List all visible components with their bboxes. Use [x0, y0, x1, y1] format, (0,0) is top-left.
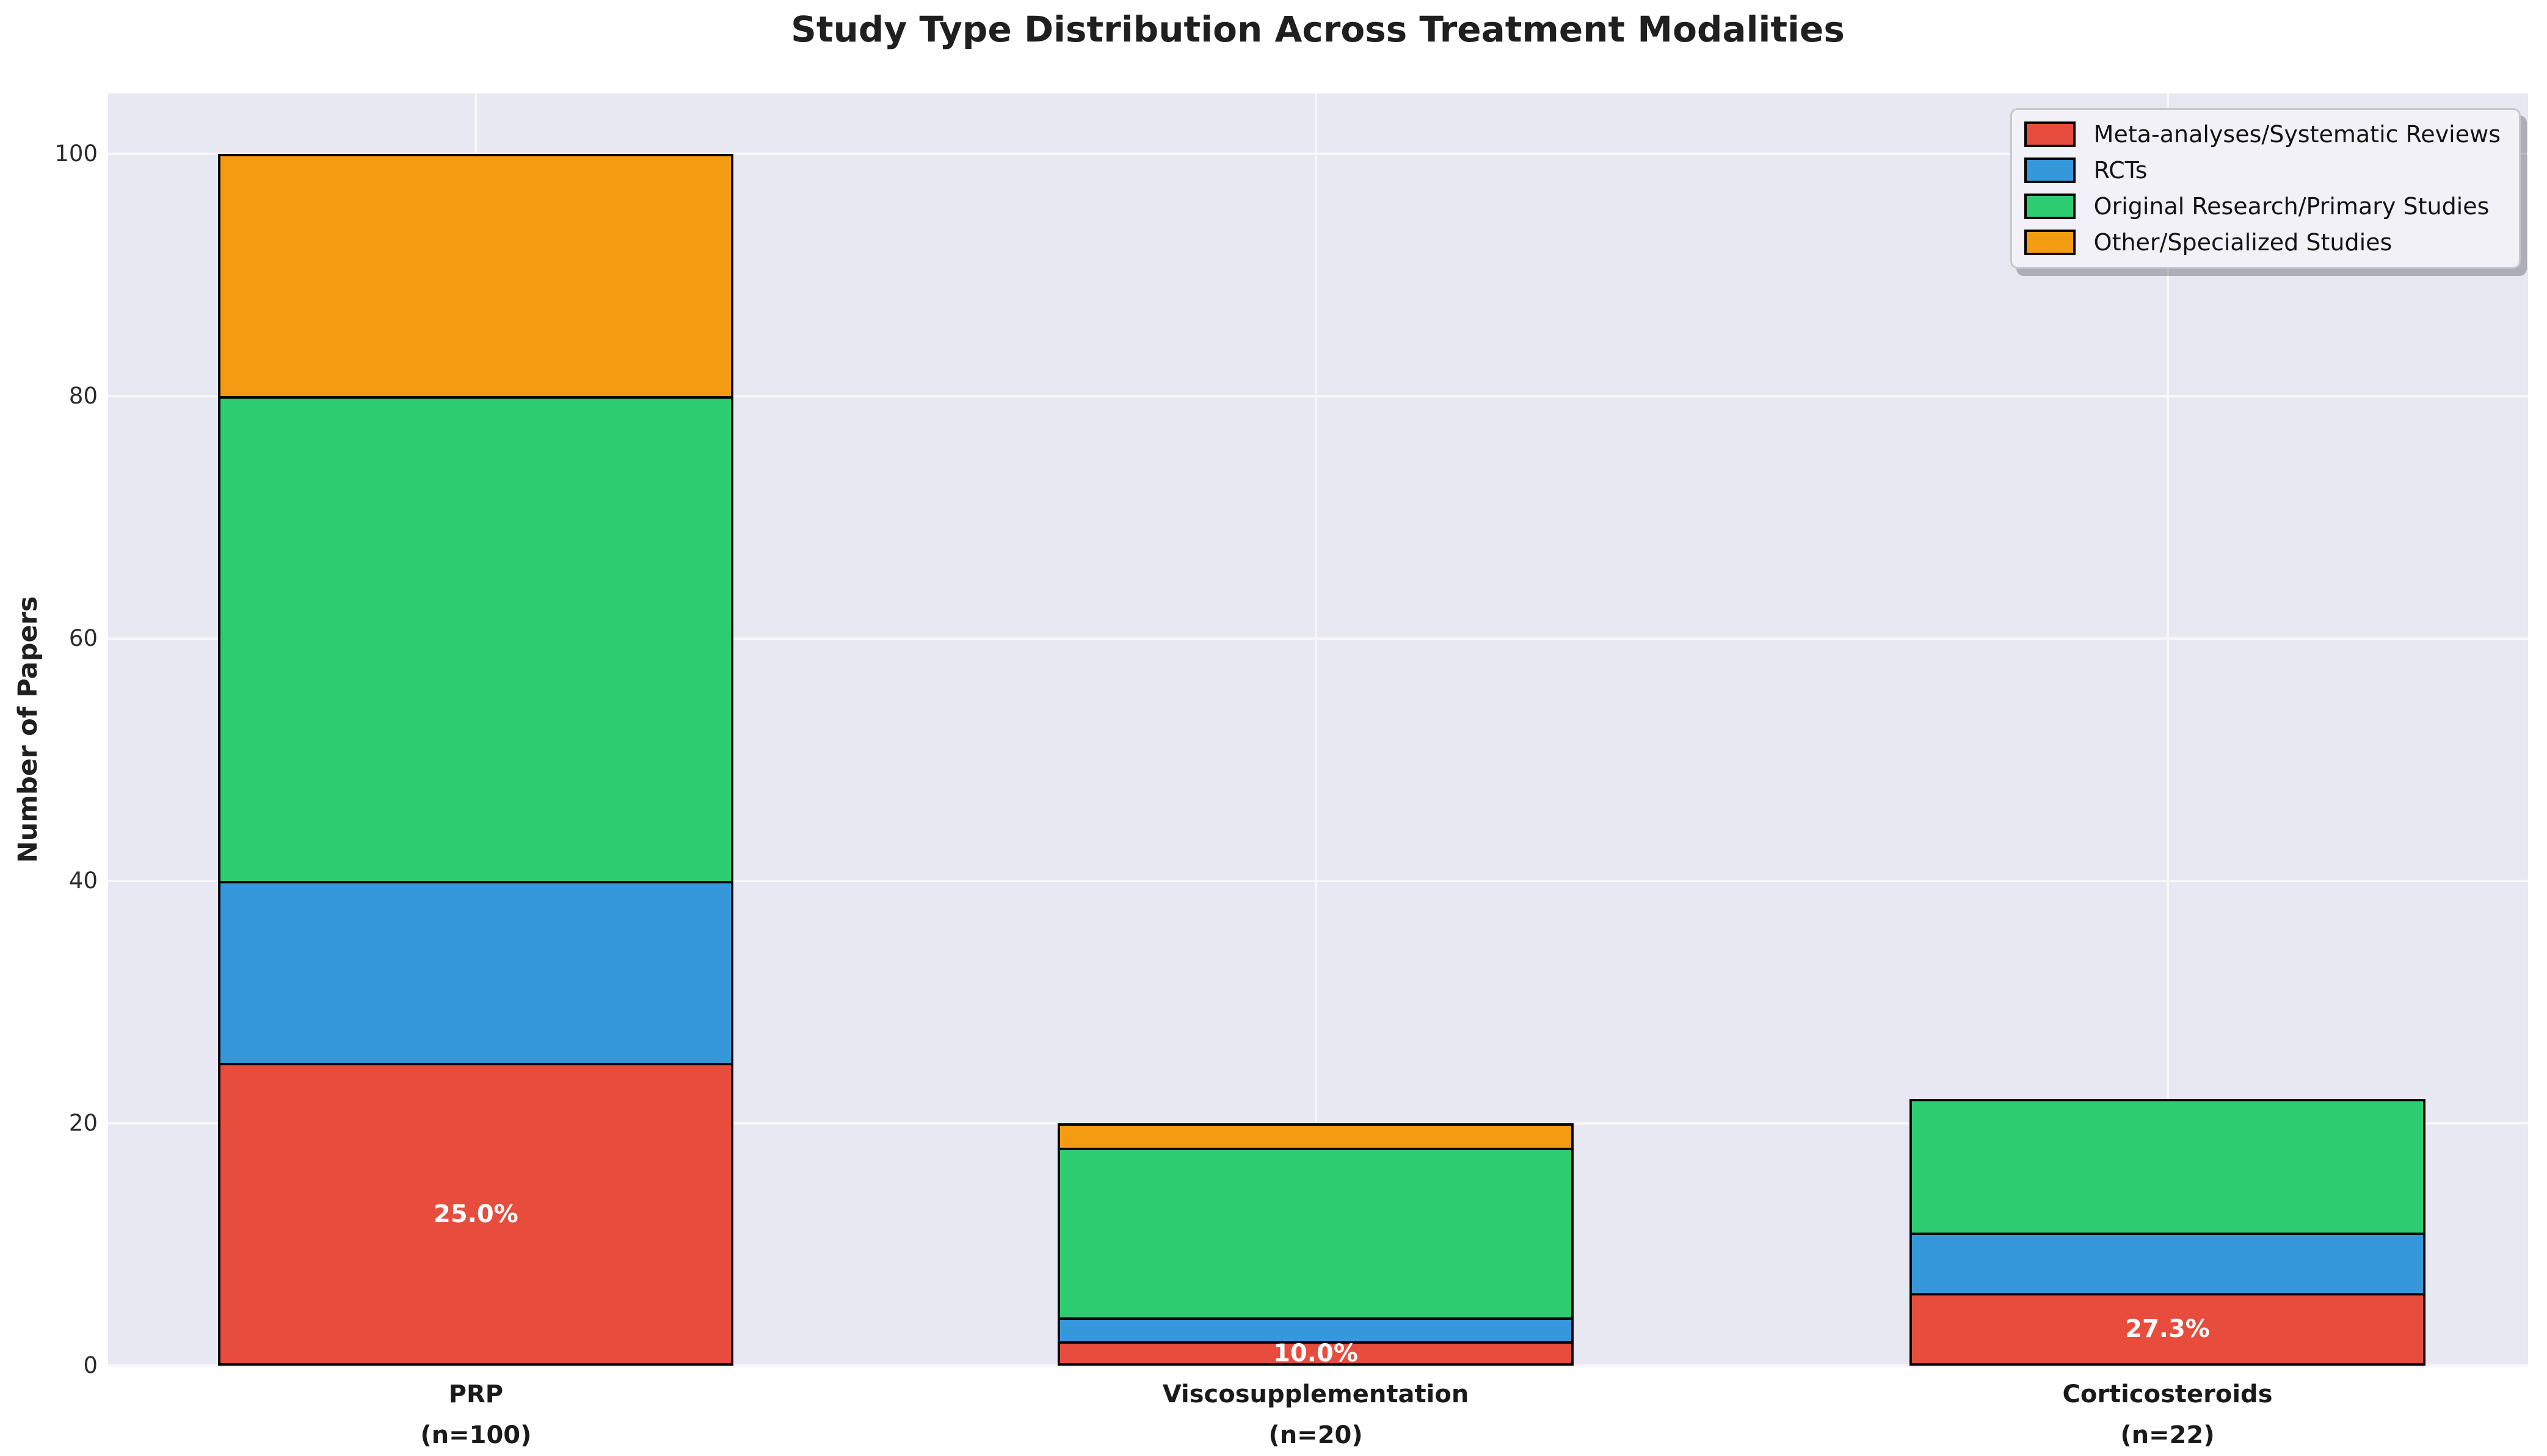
x-tick-label: PRP (n=100): [420, 1374, 531, 1456]
legend-swatch-icon: [2024, 230, 2076, 255]
legend-item: Original Research/Primary Studies: [2024, 193, 2501, 220]
legend-label: Original Research/Primary Studies: [2093, 193, 2490, 220]
y-tick-label: 100: [54, 140, 98, 167]
x-tick-label-name: Corticosteroids: [2062, 1380, 2273, 1408]
bar-segment-1-category-2: [1909, 1232, 2425, 1293]
bar-segment-0-category-1: [1058, 1341, 1574, 1366]
legend-label: Meta-analyses/Systematic Reviews: [2093, 121, 2501, 148]
plot-area: 25.0% 10.0% 27.3% Meta-analyses/Systematic…: [108, 93, 2528, 1368]
x-tick-label-count: (n=100): [420, 1421, 532, 1449]
legend-item: RCTs: [2024, 157, 2501, 184]
legend-swatch-icon: [2024, 158, 2076, 183]
bar-percent-label: 25.0%: [433, 1200, 518, 1228]
bar-segment-2-category-2: [1909, 1099, 2425, 1233]
gridline-horizontal: [108, 637, 2528, 640]
bar-segment-3-category-1: [1058, 1123, 1574, 1148]
legend-item: Meta-analyses/Systematic Reviews: [2024, 121, 2501, 148]
x-tick-label-count: (n=22): [2120, 1421, 2215, 1449]
chart-title: Study Type Distribution Across Treatment…: [791, 9, 1845, 50]
y-tick-label: 40: [68, 867, 98, 894]
y-tick-label: 60: [68, 625, 98, 652]
legend-swatch-icon: [2024, 194, 2076, 219]
y-tick-label: 0: [83, 1352, 98, 1378]
bar-percent-label: 27.3%: [2125, 1315, 2210, 1344]
y-tick-label: 20: [68, 1110, 98, 1137]
legend-swatch-icon: [2024, 121, 2076, 147]
x-tick-label-name: PRP: [448, 1380, 504, 1408]
legend: Meta-analyses/Systematic Reviews RCTs Orig…: [2010, 108, 2521, 269]
legend-label: Other/Specialized Studies: [2093, 229, 2393, 256]
legend-label: RCTs: [2093, 157, 2148, 184]
bar-segment-1-category-0: [218, 881, 734, 1063]
gridline-vertical: [1314, 93, 1317, 1366]
bar-segment-0-category-0: [218, 1062, 734, 1366]
x-tick-label: Viscosupplementation (n=20): [1163, 1374, 1469, 1456]
y-tick-label: 80: [68, 383, 98, 410]
legend-item: Other/Specialized Studies: [2024, 229, 2501, 256]
bar-segment-0-category-2: [1909, 1292, 2425, 1366]
bar-segment-2-category-0: [218, 396, 734, 882]
bar-segment-2-category-1: [1058, 1147, 1574, 1317]
gridline-horizontal: [108, 1364, 2528, 1367]
x-tick-label: Corticosteroids (n=22): [2062, 1374, 2272, 1456]
bar-segment-1-category-1: [1058, 1317, 1574, 1342]
x-tick-label-name: Viscosupplementation: [1162, 1380, 1469, 1408]
gridline-vertical: [2166, 93, 2169, 1366]
gridline-horizontal: [108, 153, 2528, 156]
gridline-horizontal: [108, 395, 2528, 398]
bar-percent-label: 10.0%: [1273, 1339, 1358, 1368]
gridline-horizontal: [108, 880, 2528, 883]
x-tick-label-count: (n=20): [1268, 1421, 1363, 1449]
bar-segment-3-category-0: [218, 154, 734, 397]
